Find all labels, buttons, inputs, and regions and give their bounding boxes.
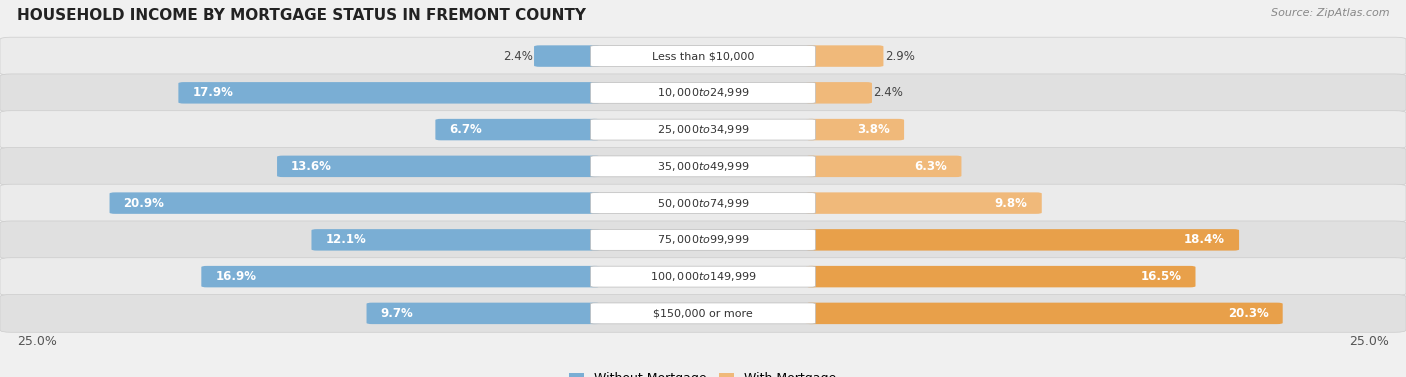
Text: Source: ZipAtlas.com: Source: ZipAtlas.com bbox=[1271, 8, 1389, 18]
FancyBboxPatch shape bbox=[0, 221, 1406, 259]
FancyBboxPatch shape bbox=[0, 147, 1406, 185]
FancyBboxPatch shape bbox=[806, 303, 1282, 324]
Text: 9.7%: 9.7% bbox=[381, 307, 413, 320]
FancyBboxPatch shape bbox=[591, 156, 815, 177]
FancyBboxPatch shape bbox=[0, 111, 1406, 149]
FancyBboxPatch shape bbox=[534, 45, 600, 67]
FancyBboxPatch shape bbox=[591, 193, 815, 213]
Text: 12.1%: 12.1% bbox=[326, 233, 367, 246]
Text: 3.8%: 3.8% bbox=[858, 123, 890, 136]
Text: Less than $10,000: Less than $10,000 bbox=[652, 51, 754, 61]
FancyBboxPatch shape bbox=[806, 229, 1239, 251]
FancyBboxPatch shape bbox=[0, 184, 1406, 222]
Text: $50,000 to $74,999: $50,000 to $74,999 bbox=[657, 197, 749, 210]
FancyBboxPatch shape bbox=[110, 192, 600, 214]
Text: 17.9%: 17.9% bbox=[193, 86, 233, 99]
Text: 20.9%: 20.9% bbox=[124, 197, 165, 210]
Text: 16.5%: 16.5% bbox=[1140, 270, 1181, 283]
FancyBboxPatch shape bbox=[0, 37, 1406, 75]
Text: 20.3%: 20.3% bbox=[1227, 307, 1268, 320]
FancyBboxPatch shape bbox=[806, 192, 1042, 214]
Text: $25,000 to $34,999: $25,000 to $34,999 bbox=[657, 123, 749, 136]
Text: $75,000 to $99,999: $75,000 to $99,999 bbox=[657, 233, 749, 246]
FancyBboxPatch shape bbox=[312, 229, 600, 251]
FancyBboxPatch shape bbox=[806, 45, 883, 67]
FancyBboxPatch shape bbox=[806, 82, 872, 104]
FancyBboxPatch shape bbox=[591, 119, 815, 140]
Text: 6.7%: 6.7% bbox=[450, 123, 482, 136]
FancyBboxPatch shape bbox=[436, 119, 600, 140]
FancyBboxPatch shape bbox=[591, 46, 815, 66]
Legend: Without Mortgage, With Mortgage: Without Mortgage, With Mortgage bbox=[564, 367, 842, 377]
FancyBboxPatch shape bbox=[591, 230, 815, 250]
Text: 9.8%: 9.8% bbox=[995, 197, 1028, 210]
FancyBboxPatch shape bbox=[201, 266, 600, 287]
FancyBboxPatch shape bbox=[179, 82, 600, 104]
Text: HOUSEHOLD INCOME BY MORTGAGE STATUS IN FREMONT COUNTY: HOUSEHOLD INCOME BY MORTGAGE STATUS IN F… bbox=[17, 8, 586, 23]
Text: 2.4%: 2.4% bbox=[873, 86, 903, 99]
Text: 2.9%: 2.9% bbox=[884, 50, 915, 63]
FancyBboxPatch shape bbox=[591, 303, 815, 324]
FancyBboxPatch shape bbox=[277, 156, 600, 177]
Text: 25.0%: 25.0% bbox=[1350, 335, 1389, 348]
FancyBboxPatch shape bbox=[806, 119, 904, 140]
Text: 25.0%: 25.0% bbox=[17, 335, 56, 348]
FancyBboxPatch shape bbox=[0, 294, 1406, 332]
FancyBboxPatch shape bbox=[591, 266, 815, 287]
Text: $150,000 or more: $150,000 or more bbox=[654, 308, 752, 319]
Text: $10,000 to $24,999: $10,000 to $24,999 bbox=[657, 86, 749, 99]
Text: $100,000 to $149,999: $100,000 to $149,999 bbox=[650, 270, 756, 283]
Text: 18.4%: 18.4% bbox=[1184, 233, 1225, 246]
Text: 13.6%: 13.6% bbox=[291, 160, 332, 173]
FancyBboxPatch shape bbox=[806, 266, 1195, 287]
Text: 16.9%: 16.9% bbox=[215, 270, 256, 283]
FancyBboxPatch shape bbox=[0, 258, 1406, 296]
FancyBboxPatch shape bbox=[0, 74, 1406, 112]
FancyBboxPatch shape bbox=[591, 83, 815, 103]
Text: $35,000 to $49,999: $35,000 to $49,999 bbox=[657, 160, 749, 173]
Text: 2.4%: 2.4% bbox=[503, 50, 533, 63]
FancyBboxPatch shape bbox=[367, 303, 600, 324]
Text: 6.3%: 6.3% bbox=[915, 160, 948, 173]
FancyBboxPatch shape bbox=[806, 156, 962, 177]
